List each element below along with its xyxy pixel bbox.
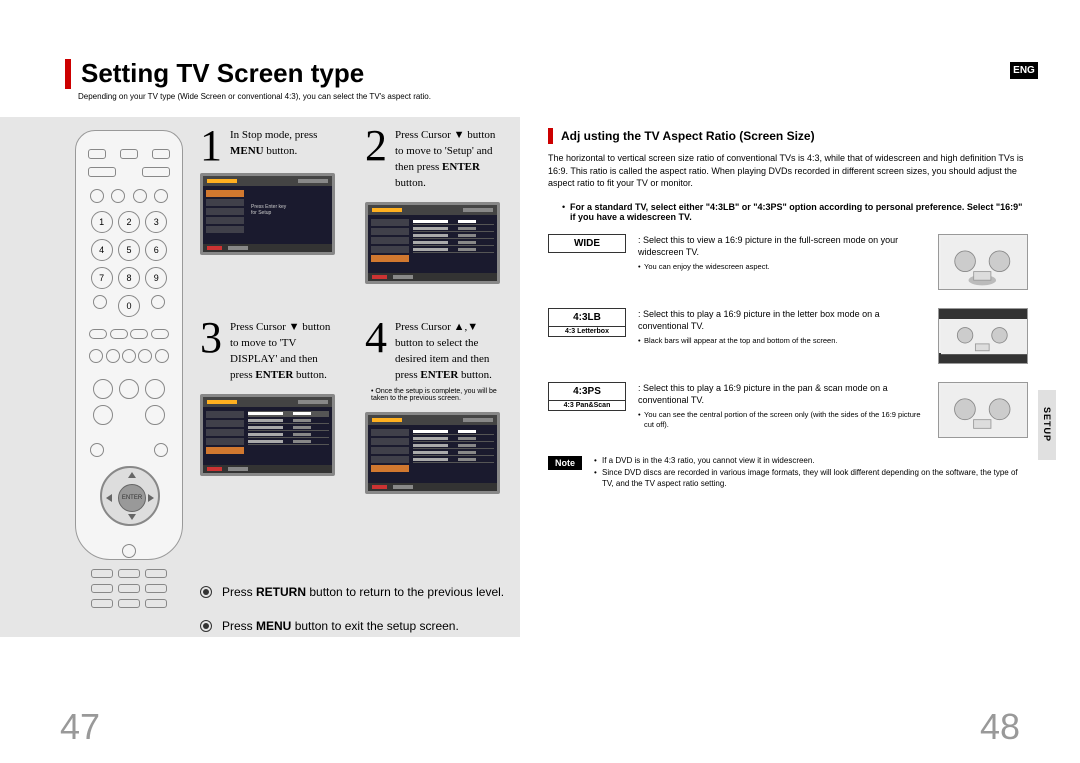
option-43lb-image bbox=[938, 308, 1028, 364]
step-3: 3 Press Cursor ▼ button to move to 'TV D… bbox=[200, 320, 340, 476]
bullet-1: For a standard TV, select either "4:3LB"… bbox=[562, 202, 1028, 222]
note-label: Note bbox=[548, 456, 582, 470]
option-43ps-desc: : Select this to play a 16:9 picture in … bbox=[638, 383, 888, 406]
return-text: Press RETURN button to return to the pre… bbox=[222, 585, 504, 599]
option-wide-image bbox=[938, 234, 1028, 290]
remote-dpad: ENTER bbox=[100, 466, 160, 526]
step-4-number: 4 bbox=[365, 320, 387, 355]
option-wide-label: WIDE bbox=[548, 234, 626, 253]
option-wide: WIDE : Select this to view a 16:9 pictur… bbox=[548, 234, 1028, 290]
option-43ps-subnote: You can see the central portion of the s… bbox=[638, 410, 930, 431]
aspect-ratio-section: Adj usting the TV Aspect Ratio (Screen S… bbox=[548, 128, 1028, 491]
remote-control-illustration: 123 456 789 0 ENTER bbox=[75, 130, 183, 560]
step-4-screenshot bbox=[365, 412, 500, 494]
step-3-text: Press Cursor ▼ button to move to 'TV DIS… bbox=[230, 320, 340, 384]
step-2-number: 2 bbox=[365, 128, 387, 163]
menu-exit-text: Press MENU button to exit the setup scre… bbox=[222, 619, 459, 633]
page-number-left: 47 bbox=[60, 706, 100, 748]
option-43ps-image bbox=[938, 382, 1028, 438]
page-subtitle: Depending on your TV type (Wide Screen o… bbox=[78, 92, 431, 101]
step-1-text: In Stop mode, press MENU button. bbox=[230, 128, 340, 160]
step-4: 4 Press Cursor ▲,▼ button to select the … bbox=[365, 320, 505, 494]
menu-button-icon bbox=[200, 620, 212, 632]
return-instructions: Press RETURN button to return to the pre… bbox=[200, 585, 504, 653]
option-43lb: 4:3LB 4:3 Letterbox : Select this to pla… bbox=[548, 308, 1028, 364]
step-4-text: Press Cursor ▲,▼ button to select the de… bbox=[395, 320, 505, 384]
return-button-icon bbox=[200, 586, 212, 598]
section-intro: The horizontal to vertical screen size r… bbox=[548, 152, 1028, 190]
section-title: Adj usting the TV Aspect Ratio (Screen S… bbox=[561, 129, 815, 143]
step-3-number: 3 bbox=[200, 320, 222, 355]
page-title: Setting TV Screen type bbox=[81, 58, 364, 89]
step-1-screenshot: Press Enter keyfor Setup bbox=[200, 173, 335, 255]
section-accent bbox=[548, 128, 553, 144]
step-3-screenshot bbox=[200, 394, 335, 476]
section-bullets: For a standard TV, select either "4:3LB"… bbox=[562, 202, 1028, 222]
option-43ps-label: 4:3PS bbox=[548, 382, 626, 401]
option-wide-subnote: You can enjoy the widescreen aspect. bbox=[638, 262, 930, 273]
title-accent bbox=[65, 59, 71, 89]
option-43lb-subnote: Black bars will appear at the top and bo… bbox=[638, 336, 930, 347]
option-43lb-sublabel: 4:3 Letterbox bbox=[548, 327, 626, 337]
step-1-number: 1 bbox=[200, 128, 222, 163]
note-1: If a DVD is in the 4:3 ratio, you cannot… bbox=[594, 456, 1028, 466]
setup-tab: SETUP bbox=[1038, 390, 1056, 460]
page-number-right: 48 bbox=[980, 706, 1020, 748]
remote-enter-button: ENTER bbox=[118, 484, 146, 512]
language-tag: ENG bbox=[1010, 62, 1038, 79]
note-section: Note If a DVD is in the 4:3 ratio, you c… bbox=[548, 456, 1028, 491]
step-4-note: • Once the setup is complete, you will b… bbox=[365, 388, 505, 402]
step-2-text: Press Cursor ▼ button to move to 'Setup'… bbox=[395, 128, 505, 192]
option-43ps-sublabel: 4:3 Pan&Scan bbox=[548, 401, 626, 411]
step-2-screenshot bbox=[365, 202, 500, 284]
option-43lb-desc: : Select this to play a 16:9 picture in … bbox=[638, 309, 880, 332]
note-2: Since DVD discs are recorded in various … bbox=[594, 468, 1028, 489]
option-wide-desc: : Select this to view a 16:9 picture in … bbox=[638, 235, 898, 258]
step-2: 2 Press Cursor ▼ button to move to 'Setu… bbox=[365, 128, 505, 284]
option-43lb-label: 4:3LB bbox=[548, 308, 626, 327]
page-title-bar: Setting TV Screen type bbox=[65, 58, 364, 89]
step-1: 1 In Stop mode, press MENU button. Press… bbox=[200, 128, 340, 255]
option-43ps: 4:3PS 4:3 Pan&Scan : Select this to play… bbox=[548, 382, 1028, 438]
